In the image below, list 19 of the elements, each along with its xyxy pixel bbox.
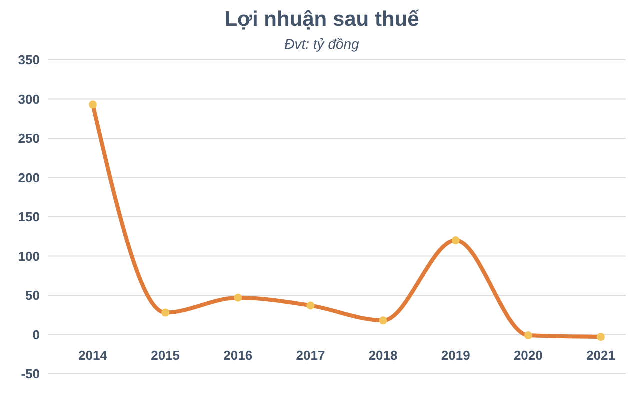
x-tick-label: 2018 [368,348,398,363]
y-tick-label: 350 [18,52,40,68]
x-tick-label: 2014 [78,348,108,363]
x-tick-label: 2019 [441,348,470,363]
x-tick-label: 2016 [224,348,253,363]
chart-title: Lợi nhuận sau thuế [224,8,420,32]
x-tick-label: 2017 [296,348,326,363]
y-tick-label: -50 [21,366,40,382]
chart-subtitle: Đvt: tỷ đồng [284,36,360,52]
y-tick-label: 250 [18,131,40,146]
y-tick-label: 300 [18,92,40,107]
y-tick-label: 100 [18,248,40,264]
x-tick-label: 2020 [514,348,543,363]
y-tick-label: 0 [32,327,40,342]
y-tick-label: 50 [26,288,40,304]
x-tick-label: 2015 [151,348,180,363]
y-tick-label: 150 [18,210,40,225]
x-tick-label: 2021 [586,348,616,363]
y-tick-label: 200 [18,170,40,186]
